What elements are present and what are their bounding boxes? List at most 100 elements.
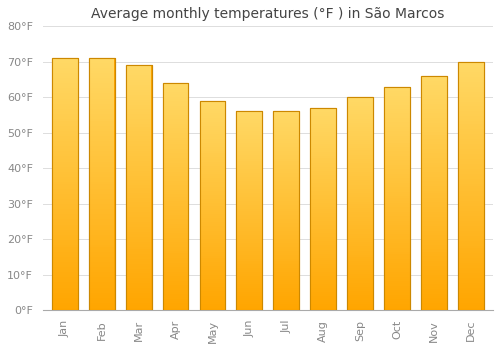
Bar bbox=[274, 189, 299, 191]
Bar bbox=[310, 244, 336, 245]
Bar bbox=[52, 219, 78, 222]
Bar bbox=[422, 184, 446, 186]
Bar bbox=[126, 163, 152, 166]
Bar bbox=[274, 245, 299, 247]
Bar bbox=[200, 237, 225, 239]
Bar bbox=[89, 58, 114, 310]
Bar bbox=[348, 272, 373, 274]
Bar bbox=[163, 138, 188, 140]
Bar bbox=[52, 149, 78, 152]
Bar bbox=[384, 270, 410, 272]
Bar bbox=[274, 247, 299, 248]
Bar bbox=[236, 197, 262, 199]
Bar bbox=[89, 61, 114, 63]
Bar bbox=[89, 227, 114, 230]
Bar bbox=[458, 226, 483, 228]
Bar bbox=[236, 111, 262, 310]
Bar bbox=[236, 272, 262, 274]
Bar bbox=[236, 147, 262, 149]
Bar bbox=[89, 250, 114, 252]
Bar bbox=[310, 245, 336, 247]
Bar bbox=[236, 257, 262, 259]
Bar bbox=[422, 95, 446, 97]
Bar bbox=[384, 111, 410, 113]
Bar bbox=[126, 249, 152, 251]
Bar bbox=[348, 125, 373, 127]
Bar bbox=[89, 290, 114, 293]
Bar bbox=[163, 104, 188, 106]
Bar bbox=[310, 150, 336, 152]
Bar bbox=[126, 259, 152, 261]
Bar bbox=[274, 239, 299, 241]
Bar bbox=[200, 184, 225, 187]
Bar bbox=[89, 167, 114, 169]
Bar bbox=[348, 110, 373, 112]
Bar bbox=[274, 183, 299, 185]
Bar bbox=[89, 267, 114, 270]
Bar bbox=[89, 215, 114, 217]
Bar bbox=[163, 306, 188, 308]
Bar bbox=[200, 139, 225, 141]
Bar bbox=[236, 171, 262, 173]
Bar bbox=[236, 191, 262, 193]
Bar bbox=[274, 223, 299, 225]
Bar bbox=[89, 222, 114, 225]
Bar bbox=[236, 125, 262, 127]
Bar bbox=[163, 249, 188, 251]
Bar bbox=[52, 144, 78, 146]
Bar bbox=[458, 275, 483, 278]
Bar bbox=[200, 214, 225, 216]
Bar bbox=[200, 132, 225, 134]
Bar bbox=[126, 207, 152, 210]
Bar bbox=[458, 86, 483, 89]
Bar bbox=[52, 159, 78, 162]
Bar bbox=[200, 205, 225, 208]
Bar bbox=[163, 92, 188, 94]
Bar bbox=[422, 130, 446, 132]
Bar bbox=[200, 187, 225, 189]
Bar bbox=[200, 172, 225, 174]
Bar bbox=[163, 197, 188, 199]
Bar bbox=[236, 243, 262, 245]
Bar bbox=[310, 132, 336, 134]
Bar bbox=[126, 229, 152, 232]
Bar bbox=[89, 149, 114, 152]
Bar bbox=[310, 195, 336, 197]
Bar bbox=[163, 122, 188, 124]
Bar bbox=[384, 120, 410, 122]
Bar bbox=[458, 181, 483, 183]
Bar bbox=[200, 136, 225, 139]
Bar bbox=[126, 268, 152, 271]
Bar bbox=[89, 119, 114, 121]
Bar bbox=[200, 158, 225, 160]
Bar bbox=[348, 174, 373, 176]
Bar bbox=[422, 118, 446, 120]
Bar bbox=[52, 136, 78, 139]
Bar bbox=[458, 72, 483, 74]
Bar bbox=[422, 212, 446, 214]
Bar bbox=[236, 173, 262, 175]
Bar bbox=[200, 195, 225, 197]
Bar bbox=[384, 239, 410, 241]
Bar bbox=[163, 156, 188, 158]
Bar bbox=[89, 230, 114, 232]
Bar bbox=[384, 225, 410, 228]
Bar bbox=[163, 240, 188, 242]
Bar bbox=[126, 293, 152, 295]
Bar bbox=[310, 138, 336, 140]
Bar bbox=[126, 127, 152, 129]
Bar bbox=[310, 118, 336, 120]
Bar bbox=[89, 184, 114, 187]
Bar bbox=[163, 178, 188, 181]
Bar bbox=[163, 233, 188, 235]
Bar bbox=[126, 239, 152, 241]
Bar bbox=[348, 268, 373, 270]
Bar bbox=[310, 201, 336, 203]
Bar bbox=[89, 189, 114, 192]
Bar bbox=[274, 167, 299, 169]
Bar bbox=[126, 102, 152, 105]
Bar bbox=[310, 252, 336, 253]
Bar bbox=[89, 232, 114, 234]
Bar bbox=[348, 244, 373, 246]
Bar bbox=[384, 105, 410, 107]
